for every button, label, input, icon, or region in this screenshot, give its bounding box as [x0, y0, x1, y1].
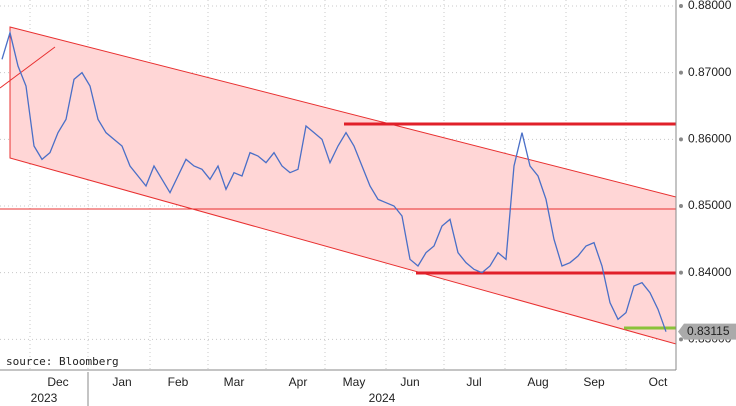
last-value-label: 0.83115	[687, 324, 730, 338]
x-tick-label: Apr	[289, 375, 308, 389]
y-tick	[679, 270, 683, 275]
x-tick-label: Aug	[527, 375, 548, 389]
x-tick-label: May	[343, 375, 366, 389]
x-axis-bg	[0, 370, 736, 406]
year-label: 2023	[31, 391, 58, 405]
source: source: Bloomberg	[6, 355, 119, 368]
y-tick	[679, 4, 683, 8]
x-tick-label: Feb	[168, 375, 189, 389]
x-tick-label: Jun	[400, 375, 419, 389]
y-tick	[679, 137, 683, 142]
trend-stub	[0, 46, 56, 89]
y-tick-label: 0.88000	[688, 0, 732, 12]
y-tick-label: 0.87000	[688, 65, 732, 79]
y-tick	[679, 70, 683, 75]
last-value-box	[678, 323, 736, 340]
x-tick-label: Jul	[466, 375, 481, 389]
y-tick	[679, 337, 683, 342]
x-tick-label: Jan	[112, 375, 131, 389]
price-line	[1, 30, 667, 332]
channel	[9, 26, 677, 345]
y-tick-label: 0.85000	[688, 198, 732, 212]
x-tick-label: Sep	[583, 375, 605, 389]
y-tick-label: 0.86000	[688, 132, 732, 146]
plot	[1, 30, 667, 332]
x-tick-label: Oct	[649, 375, 668, 389]
y-tick	[679, 204, 683, 208]
x-tick-label: Dec	[47, 375, 68, 389]
y-tick-label: 0.84000	[688, 265, 732, 279]
x-tick-label: Mar	[224, 375, 245, 389]
year-label: 2024	[369, 391, 396, 405]
